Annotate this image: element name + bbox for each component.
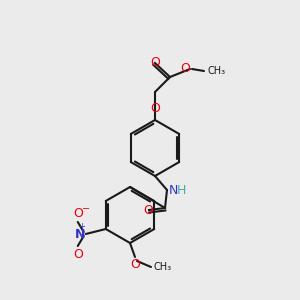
Text: O: O [150,56,160,70]
Text: O: O [180,62,190,76]
Text: CH₃: CH₃ [208,66,226,76]
Text: O: O [150,101,160,115]
Text: −: − [82,204,90,214]
Text: O: O [143,203,153,217]
Text: N: N [74,227,85,241]
Text: O: O [73,248,83,261]
Text: N: N [169,184,178,197]
Text: CH₃: CH₃ [153,262,171,272]
Text: H: H [177,184,186,197]
Text: +: + [78,222,85,231]
Text: O: O [130,258,140,271]
Text: O: O [73,207,83,220]
